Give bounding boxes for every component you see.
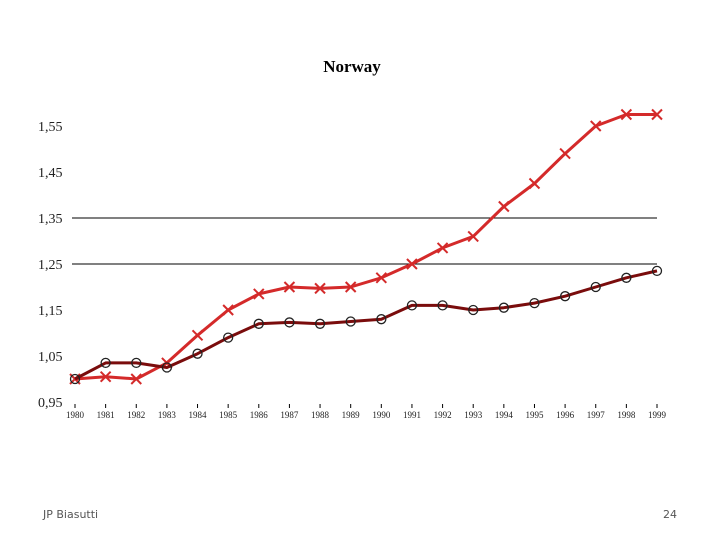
data-point: [376, 314, 387, 325]
data-point: [191, 329, 204, 342]
data-point: [436, 242, 449, 254]
data-point: [192, 348, 203, 359]
y-tick-label: 1,15: [38, 304, 63, 319]
data-point: [621, 272, 632, 283]
data-point-stroke: [559, 147, 571, 160]
series: [69, 265, 663, 385]
data-point: [314, 318, 326, 329]
data-point: [314, 282, 326, 295]
y-tick-label: 1,05: [38, 350, 63, 365]
x-tick-label: 1981: [97, 410, 115, 420]
x-tick-label: 1980: [66, 410, 85, 420]
x-tick-label: 1986: [250, 410, 269, 420]
data-point: [498, 200, 510, 213]
data-point-stroke: [191, 329, 204, 342]
data-point: [651, 265, 663, 277]
data-point: [620, 108, 633, 121]
data-point: [223, 332, 234, 343]
data-point-stroke: [130, 373, 142, 385]
data-point: [69, 373, 81, 385]
data-point-stroke: [467, 230, 479, 243]
x-tick-label: 1991: [403, 410, 421, 420]
y-tick-label: 1,25: [38, 258, 63, 273]
data-point-stroke: [406, 258, 418, 270]
page-number: 24: [663, 508, 677, 521]
data-point-stroke: [651, 108, 663, 121]
x-tick-label: 1999: [648, 410, 667, 420]
y-tick-label: 0,95: [38, 396, 63, 411]
data-point-stroke: [314, 282, 326, 295]
data-point: [437, 300, 448, 311]
data-point-stroke: [436, 242, 449, 254]
data-point: [100, 357, 111, 369]
data-point-stroke: [253, 288, 265, 300]
data-point: [222, 304, 234, 316]
data-point: [559, 147, 571, 160]
footer-author: JP Biasutti: [43, 508, 99, 521]
data-point-stroke: [528, 177, 541, 190]
series-line: [74, 269, 658, 381]
data-point: [375, 272, 388, 284]
x-tick-label: 1984: [189, 410, 208, 420]
data-point: [345, 316, 356, 327]
data-point-stroke: [222, 304, 234, 316]
series: [69, 108, 663, 385]
data-point: [498, 302, 509, 313]
x-tick-label: 1997: [587, 410, 606, 420]
x-tick-label: 1993: [464, 410, 483, 420]
y-tick-label: 1,55: [38, 120, 63, 135]
x-tick-label: 1995: [525, 410, 544, 420]
chart-title: Norway: [323, 57, 381, 76]
data-point: [528, 177, 541, 190]
data-point-stroke: [99, 370, 112, 383]
data-point: [131, 357, 142, 369]
data-point-stroke: [283, 281, 296, 293]
data-point: [468, 304, 479, 316]
x-tick-label: 1985: [219, 410, 238, 420]
x-tick-label: 1998: [617, 410, 636, 420]
data-point: [406, 300, 418, 311]
data-point: [161, 362, 173, 373]
y-tick-label: 1,45: [38, 166, 63, 181]
data-point-stroke: [620, 108, 633, 121]
x-tick-label: 1983: [158, 410, 177, 420]
x-tick-label: 1982: [127, 410, 145, 420]
data-point: [99, 370, 112, 383]
data-point: [590, 281, 601, 293]
x-tick-label: 1992: [434, 410, 452, 420]
data-point: [283, 281, 296, 293]
data-point: [529, 297, 540, 309]
data-point: [559, 291, 571, 302]
x-tick-label: 1996: [556, 410, 575, 420]
x-tick-label: 1988: [311, 410, 330, 420]
data-point: [284, 317, 295, 328]
data-point: [130, 373, 142, 385]
x-tick-label: 1990: [372, 410, 391, 420]
x-tick-label: 1987: [280, 410, 299, 420]
data-point-stroke: [498, 200, 510, 213]
data-point: [253, 318, 264, 329]
x-tick-label: 1989: [342, 410, 361, 420]
data-point: [406, 258, 418, 270]
series-line: [74, 113, 657, 381]
y-tick-label: 1,35: [38, 212, 63, 227]
data-point: [590, 120, 602, 132]
data-point: [344, 281, 357, 293]
data-point-stroke: [344, 281, 357, 293]
data-point: [651, 108, 663, 121]
data-point: [253, 288, 265, 300]
data-point: [467, 230, 479, 243]
x-tick-label: 1994: [495, 410, 514, 420]
data-point-stroke: [375, 272, 388, 284]
data-point-stroke: [590, 120, 602, 132]
